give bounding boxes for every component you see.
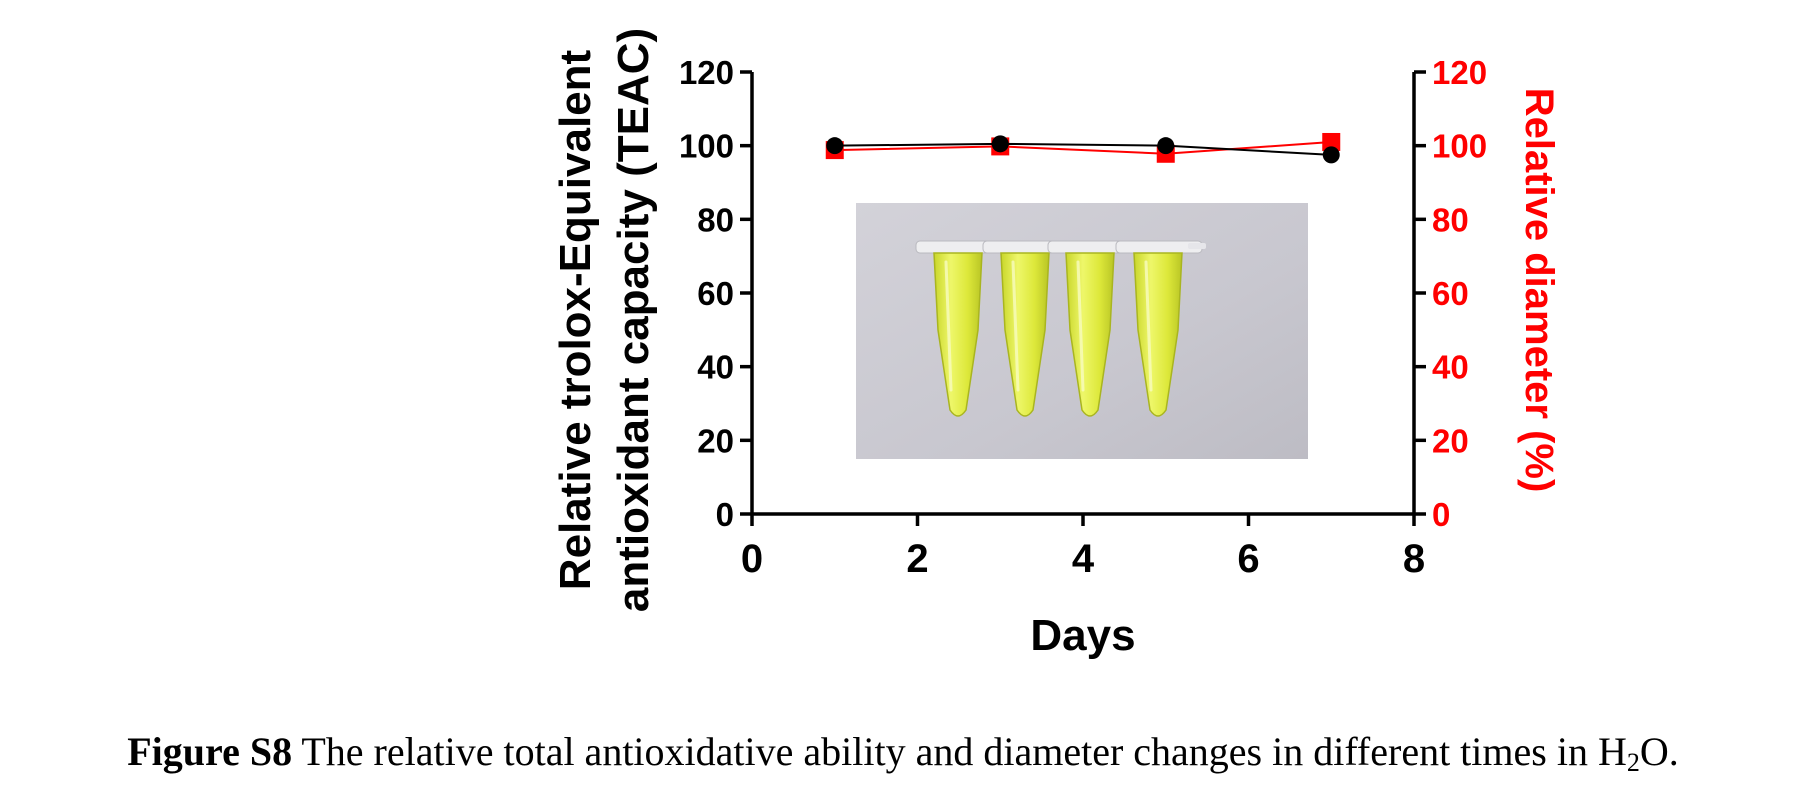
inset-photo-of-tubes — [856, 203, 1308, 459]
tube — [1115, 240, 1206, 417]
y2-tick-label: 80 — [1432, 201, 1469, 238]
y2-tick-label: 120 — [1432, 54, 1487, 91]
y-tick-label: 40 — [697, 349, 734, 386]
teac-point — [991, 135, 1009, 153]
y2-tick-label: 20 — [1432, 422, 1469, 459]
x-axis-label: Days — [1030, 611, 1135, 660]
y2-tick-label: 40 — [1432, 349, 1469, 386]
teac-series-line — [834, 142, 1332, 156]
y2-tick-label: 60 — [1432, 275, 1469, 312]
caption-subscript: 2 — [1626, 748, 1640, 777]
teac-point — [1157, 137, 1175, 155]
y-tick-label: 100 — [679, 128, 734, 165]
figure-caption: Figure S8 The relative total antioxidati… — [0, 728, 1806, 778]
figure-label: Figure S8 — [127, 729, 293, 774]
caption-text: The relative total antioxidative ability… — [292, 729, 1627, 774]
x-tick-label: 4 — [1072, 537, 1095, 581]
y2-tick-label: 0 — [1432, 496, 1450, 533]
tube-hinge — [1188, 243, 1206, 249]
caption-text-end: O. — [1639, 729, 1679, 774]
y-tick-label: 20 — [697, 422, 734, 459]
x-tick-label: 0 — [741, 537, 763, 581]
y-tick-label: 120 — [679, 54, 734, 91]
tube-highlight — [1144, 260, 1153, 392]
x-tick-label: 2 — [906, 537, 928, 581]
x-tick-label: 8 — [1403, 537, 1425, 581]
tube-highlight — [944, 260, 953, 392]
y-tick-label: 60 — [697, 275, 734, 312]
y-axis-label-line: antioxidant capacity (TEAC) — [609, 28, 658, 612]
x-tick-label: 6 — [1237, 537, 1259, 581]
teac-point — [826, 137, 844, 155]
y-tick-label: 0 — [716, 496, 734, 533]
y-tick-label: 80 — [697, 201, 734, 238]
teac-point — [1322, 146, 1340, 164]
y-axis-label-line: Relative trolox-Equivalent — [551, 49, 600, 590]
tube-highlight — [1076, 260, 1085, 392]
tube-highlight — [1011, 260, 1020, 392]
y2-tick-label: 100 — [1432, 128, 1487, 165]
diameter-point — [1322, 132, 1341, 151]
diameter-series-line — [834, 140, 1332, 155]
y2-axis-label: Relative diameter (%) — [1517, 88, 1561, 493]
